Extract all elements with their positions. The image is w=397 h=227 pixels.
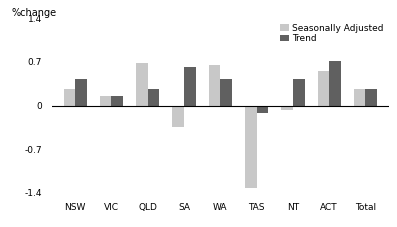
Bar: [329, 61, 341, 106]
Legend: Seasonally Adjusted, Trend: Seasonally Adjusted, Trend: [279, 23, 385, 44]
Bar: [281, 106, 293, 110]
Bar: [366, 89, 377, 106]
Text: %change: %change: [11, 8, 56, 18]
Bar: [318, 71, 329, 106]
Bar: [64, 89, 75, 106]
Bar: [100, 96, 112, 106]
Bar: [209, 65, 220, 106]
Bar: [245, 106, 256, 188]
Bar: [136, 63, 148, 106]
Bar: [172, 106, 184, 127]
Bar: [184, 67, 196, 106]
Bar: [220, 79, 232, 106]
Bar: [148, 89, 159, 106]
Bar: [112, 96, 123, 106]
Bar: [75, 79, 87, 106]
Bar: [354, 89, 366, 106]
Bar: [293, 79, 304, 106]
Bar: [256, 106, 268, 113]
